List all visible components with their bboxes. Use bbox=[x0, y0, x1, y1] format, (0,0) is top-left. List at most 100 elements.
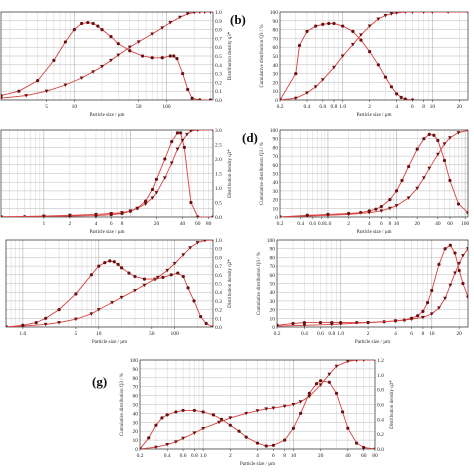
cumulative-marker bbox=[209, 12, 212, 14]
density-marker bbox=[421, 309, 425, 313]
y-tick-label: 50 bbox=[273, 172, 279, 178]
x-tick-label: 4 bbox=[368, 221, 371, 227]
density-marker bbox=[422, 137, 426, 141]
x-tick-label: 80 bbox=[206, 221, 212, 227]
panel-2: 0.2 0.4 0.6 0.8 1.0 2 4 6 8 10 20 Particle size / µ… bbox=[230, 10, 469, 118]
cumulative-marker bbox=[211, 130, 213, 132]
density-marker bbox=[327, 380, 331, 384]
density-marker bbox=[144, 199, 148, 203]
density-marker bbox=[346, 426, 350, 430]
cumulative-marker bbox=[100, 65, 104, 69]
density-marker bbox=[410, 98, 415, 100]
y-tick-label: 30 bbox=[273, 189, 279, 195]
density-marker bbox=[283, 438, 287, 442]
y2-tick-label: 0.0 bbox=[215, 215, 222, 221]
y2-tick-label: 0.5 bbox=[215, 201, 222, 207]
density-marker bbox=[319, 379, 323, 383]
cumulative-marker bbox=[367, 211, 372, 215]
x-tick-label: 2 bbox=[229, 453, 232, 459]
cumulative-marker bbox=[94, 212, 98, 217]
density-marker bbox=[80, 21, 84, 26]
y-tick-label: 40 bbox=[273, 180, 279, 186]
density-marker bbox=[34, 321, 38, 325]
cumulative-marker bbox=[334, 364, 339, 369]
density-marker bbox=[133, 274, 137, 279]
cumulative-curve bbox=[1, 12, 211, 99]
y2-tick-label: 2.5 bbox=[215, 143, 222, 149]
y-tick-label: 60 bbox=[133, 394, 139, 400]
cumulative-marker bbox=[6, 325, 8, 327]
cumulative-marker bbox=[109, 212, 114, 216]
density-marker bbox=[142, 277, 147, 281]
grid bbox=[1, 12, 213, 100]
cumulative-marker bbox=[41, 214, 46, 217]
cumulative-curve bbox=[140, 360, 375, 449]
density-marker bbox=[172, 54, 176, 58]
y2-tick-label: 3.0 bbox=[215, 128, 222, 134]
density-marker bbox=[294, 72, 298, 76]
density-marker bbox=[150, 56, 154, 60]
x-tick-label: 8 bbox=[422, 331, 425, 337]
cumulative-marker bbox=[373, 360, 375, 362]
x-tick-label: 40 bbox=[435, 221, 441, 227]
cumulative-marker bbox=[73, 317, 78, 322]
cumulative-marker bbox=[383, 14, 388, 18]
cumulative-marker bbox=[195, 241, 200, 245]
cumulative-marker bbox=[203, 240, 207, 243]
density-marker bbox=[169, 273, 173, 277]
density-marker bbox=[466, 211, 468, 215]
y2-tick-label: 0.9 bbox=[215, 247, 222, 253]
x-tick-label: 100 bbox=[162, 104, 171, 110]
density-marker bbox=[302, 321, 307, 325]
density-marker bbox=[432, 133, 436, 137]
x-tick-label: 4 bbox=[395, 104, 398, 110]
grid bbox=[6, 240, 213, 327]
density-marker bbox=[186, 87, 190, 92]
density-marker bbox=[199, 314, 203, 319]
cumulative-marker bbox=[326, 213, 330, 217]
density-marker bbox=[17, 89, 21, 93]
density-marker bbox=[175, 131, 180, 135]
density-curve bbox=[280, 22, 413, 100]
cumulative-marker bbox=[442, 142, 447, 146]
cumulative-marker bbox=[291, 402, 296, 407]
density-marker bbox=[97, 264, 101, 268]
y-tick-label: 30 bbox=[270, 299, 276, 305]
series-group bbox=[280, 130, 468, 217]
y2-tick-label: 1.0 bbox=[215, 10, 222, 16]
cumulative-marker bbox=[244, 411, 249, 416]
y2-axis-label: Distribution density q3* bbox=[390, 380, 395, 429]
density-marker bbox=[116, 42, 120, 46]
cumulative-marker bbox=[366, 321, 370, 325]
panel-label: (b) bbox=[230, 12, 246, 27]
cumulative-marker bbox=[127, 45, 132, 50]
density-marker bbox=[72, 28, 76, 32]
cumulative-marker bbox=[320, 78, 325, 82]
cumulative-marker bbox=[198, 12, 201, 14]
panel-label: (g) bbox=[92, 374, 107, 389]
cumulative-marker bbox=[24, 94, 29, 98]
density-marker bbox=[36, 79, 40, 83]
density-marker bbox=[457, 268, 461, 273]
density-marker bbox=[255, 441, 260, 445]
cumulative-marker bbox=[448, 136, 452, 140]
cumulative-marker bbox=[329, 322, 334, 327]
y-tick-label: 10 bbox=[273, 206, 279, 212]
density-marker bbox=[182, 145, 186, 149]
density-marker bbox=[427, 132, 431, 136]
density-marker bbox=[181, 408, 185, 413]
x-tick-label: 0.4 bbox=[297, 221, 304, 227]
x-tick-label: 10 bbox=[96, 331, 102, 337]
x-tick-label: 4 bbox=[256, 453, 259, 459]
density-marker bbox=[63, 40, 67, 44]
y2-tick-label: 0.8 bbox=[215, 255, 222, 261]
cumulative-marker bbox=[313, 85, 318, 89]
cumulative-marker bbox=[203, 12, 206, 14]
density-marker bbox=[163, 157, 167, 161]
x-tick-label: 60 bbox=[447, 221, 453, 227]
series-group bbox=[277, 243, 468, 327]
cumulative-marker bbox=[181, 253, 186, 257]
cumulative-marker bbox=[133, 288, 137, 293]
cumulative-marker bbox=[116, 53, 121, 58]
